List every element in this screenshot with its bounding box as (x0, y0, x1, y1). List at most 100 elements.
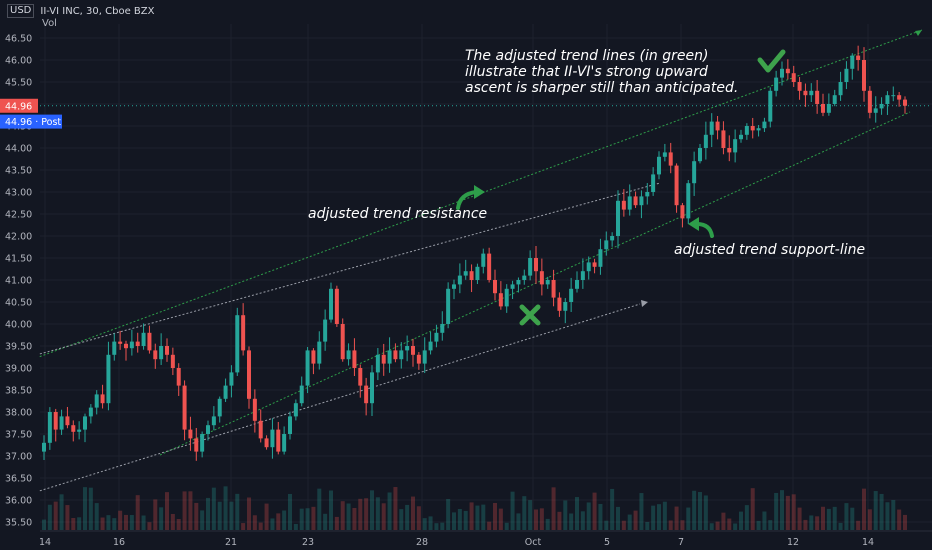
candlesticks (42, 45, 907, 461)
candle-body (387, 350, 392, 364)
volume-bar (510, 491, 515, 530)
volume-bar (621, 520, 626, 530)
volume-bar (680, 520, 685, 530)
volume-bar (42, 519, 46, 530)
volume-bar (241, 523, 246, 530)
candle-body (616, 200, 620, 236)
candle-body (744, 126, 749, 135)
candle-body (709, 121, 714, 135)
candle-body (469, 271, 474, 280)
volume-bar (586, 502, 591, 530)
volume-bar (750, 488, 755, 530)
volume-bar (334, 516, 339, 530)
volume-bar (475, 505, 480, 530)
volume-bar (393, 487, 398, 530)
candle-body (803, 90, 808, 96)
symbol-title[interactable]: II-VI INC, 30, Cboe BZX (40, 5, 155, 17)
candle-body (862, 60, 866, 91)
volume-bar (258, 522, 263, 530)
y-tick-label: 43.00 (5, 188, 32, 199)
candle-body (826, 104, 831, 113)
volume-bar (885, 502, 890, 530)
candle-body (112, 341, 117, 355)
candle-body (692, 161, 697, 184)
volume-bar (457, 508, 462, 530)
volume-bar (903, 514, 907, 530)
volume-bar (657, 504, 661, 530)
candle-body (463, 271, 468, 276)
volume-bar (785, 495, 790, 530)
candle-body (153, 350, 158, 360)
volume-bar (575, 497, 579, 530)
volume-bar (293, 523, 298, 530)
candle-body (217, 398, 222, 417)
candle-body (610, 236, 615, 241)
x-tick-label: 23 (302, 537, 314, 548)
volume-bar (252, 515, 257, 530)
candle-body (282, 434, 287, 452)
candle-body (159, 346, 164, 360)
y-tick-label: 36.50 (5, 474, 32, 485)
y-tick-label: 42.50 (5, 210, 32, 221)
candle-body (493, 280, 497, 294)
candle-body (563, 302, 568, 311)
candle-body (891, 95, 896, 97)
volume-bar (223, 486, 228, 530)
y-tick-label: 41.00 (5, 276, 32, 287)
volume-bar (200, 510, 205, 530)
y-tick-label: 35.50 (5, 518, 32, 529)
candle-body (867, 90, 872, 113)
volume-bars (42, 486, 907, 530)
candle-body (457, 275, 462, 285)
volume-bar (264, 503, 269, 530)
y-tick-label: 38.50 (5, 386, 32, 397)
x-tick-label: 12 (787, 537, 799, 548)
y-tick-label: 45.50 (5, 78, 32, 89)
candle-body (662, 152, 667, 157)
volume-bar (83, 487, 87, 530)
volume-bar (153, 499, 158, 530)
volume-bar (428, 516, 433, 530)
candle-body (598, 249, 603, 267)
y-tick-label: 46.50 (5, 34, 32, 45)
volume-bar (469, 502, 474, 530)
candle-body (352, 350, 357, 368)
volume-bar (651, 505, 656, 530)
candle-body (288, 416, 292, 434)
volume-bar (282, 510, 287, 530)
candle-body (774, 77, 779, 91)
annotation-marks (456, 49, 786, 326)
volume-bar (358, 498, 363, 530)
volume-bar (159, 507, 164, 530)
volume-bar (862, 488, 866, 530)
candle-body (141, 332, 146, 346)
candle-body (475, 266, 480, 280)
volume-bar (674, 506, 679, 530)
volume-bar (774, 492, 779, 530)
candle-body (844, 68, 849, 82)
y-tick-label: 38.00 (5, 408, 32, 419)
volume-bar (147, 522, 152, 530)
y-tick-label: 40.00 (5, 320, 32, 331)
volume-bar (791, 494, 796, 530)
volume-bar (545, 518, 550, 530)
volume-bar (288, 493, 292, 530)
volume-bar (528, 500, 533, 530)
candle-body (739, 134, 743, 140)
volume-bar (106, 515, 111, 530)
volume-bar (739, 511, 743, 530)
currency-label[interactable]: USD (7, 4, 35, 18)
y-tick-label: 36.00 (5, 496, 32, 507)
volume-bar (534, 509, 538, 530)
volume-bar (229, 501, 234, 530)
candle-body (129, 341, 134, 349)
candle-body (88, 407, 93, 417)
volume-bar (692, 490, 697, 530)
candle-body (832, 95, 837, 104)
time-axis[interactable]: 14 16 21 23 28 Oct 5 7 12 14 (39, 530, 932, 548)
volume-bar (709, 523, 714, 530)
volume-label: Vol (42, 18, 57, 29)
volume-bar (516, 513, 521, 530)
candle-body (323, 319, 328, 342)
